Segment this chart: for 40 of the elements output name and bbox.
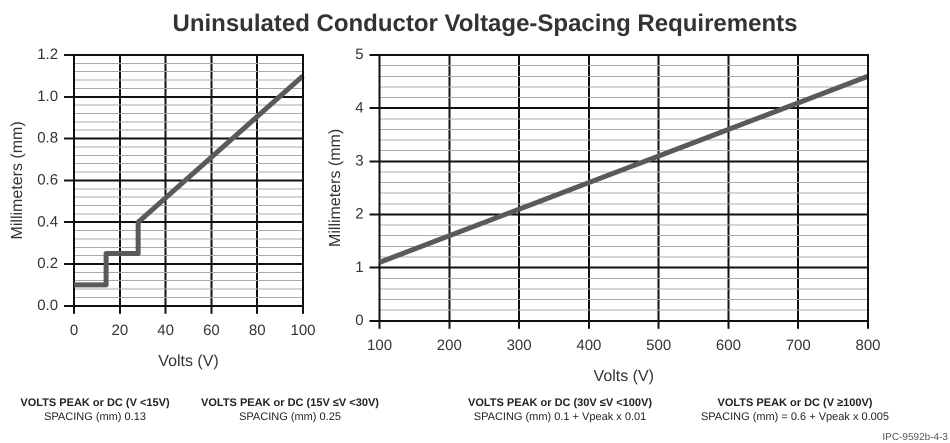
y-tick-label: 0.4 <box>37 213 58 230</box>
y-tick-label: 1.0 <box>37 88 58 105</box>
x-tick-label: 60 <box>203 322 220 339</box>
text: VOLTS PEAK or DC (V ≥100V) <box>718 397 872 409</box>
x-axis-title: Volts (V) <box>158 352 219 370</box>
x-tick-label: 100 <box>367 336 392 354</box>
x-tick-label: 300 <box>506 336 532 354</box>
y-tick-label: 5 <box>355 46 364 64</box>
y-tick-label: 0.8 <box>37 130 58 147</box>
text: VOLTS PEAK or DC (V <15V) <box>20 397 170 409</box>
text: SPACING (mm) 0.25 <box>239 411 341 423</box>
x-tick-label: 0 <box>70 322 78 339</box>
text: IPC-9592b-4-3 <box>882 432 948 443</box>
x-tick-label: 20 <box>112 322 128 339</box>
text: SPACING (mm) = 0.6 + Vpeak x 0.005 <box>700 411 890 423</box>
text: Uninsulated Conductor Voltage-Spacing Requirements <box>172 10 798 38</box>
x-tick-label: 80 <box>248 322 266 339</box>
x-axis-title: Volts (V) <box>594 368 654 385</box>
y-axis-title: Millimeters (mm) <box>9 121 26 240</box>
x-tick-label: 200 <box>436 336 462 354</box>
x-tick-label: 700 <box>786 336 811 354</box>
text: SPACING (mm) 0.13 <box>44 411 146 423</box>
y-tick-label: 2 <box>355 206 364 223</box>
y-tick-label: 4 <box>355 99 364 116</box>
x-tick-label: 40 <box>157 322 174 339</box>
y-tick-label: 1 <box>355 258 364 276</box>
text: VOLTS PEAK or DC (15V ≤V <30V) <box>201 397 379 409</box>
y-tick-label: 0.6 <box>37 172 58 189</box>
y-axis-title: Millimeters (mm) <box>327 128 344 247</box>
y-tick-label: 1.2 <box>37 46 58 64</box>
x-tick-label: 100 <box>290 322 316 339</box>
x-tick-label: 800 <box>855 336 881 354</box>
x-tick-label: 400 <box>576 336 602 354</box>
y-tick-label: 3 <box>355 152 364 170</box>
text: VOLTS PEAK or DC (30V ≤V <100V) <box>466 396 654 410</box>
x-tick-label: 500 <box>646 336 672 354</box>
text: SPACING (mm) 0.1 + Vpeak x 0.01 <box>474 411 646 423</box>
y-tick-label: 0.2 <box>37 255 58 272</box>
y-tick-label: 0.0 <box>37 296 58 314</box>
x-tick-label: 600 <box>716 336 741 354</box>
